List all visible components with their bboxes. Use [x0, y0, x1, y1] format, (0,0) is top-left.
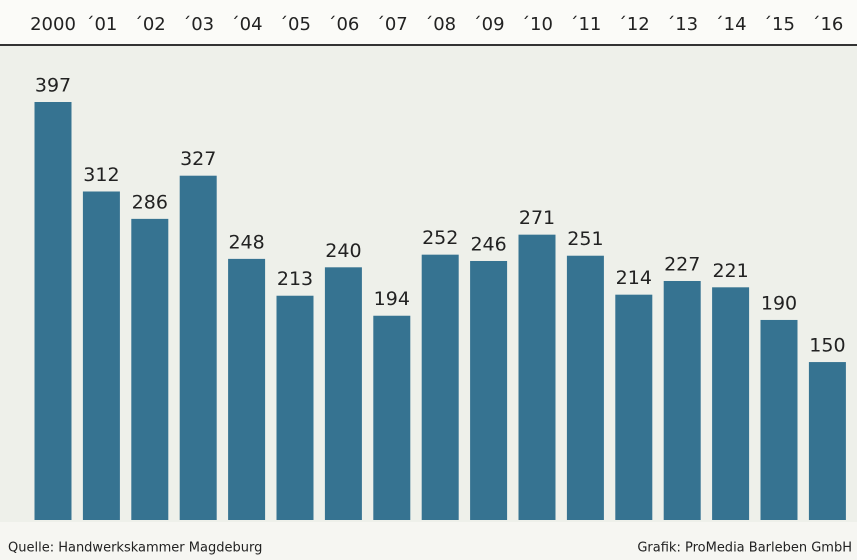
value-label: 271: [519, 207, 555, 229]
bar: [470, 260, 508, 520]
category-label: ´06: [327, 14, 359, 35]
value-label: 240: [325, 240, 361, 262]
credit: Grafik: ProMedia Barleben GmbH: [637, 541, 852, 556]
header-band: [0, 0, 857, 44]
category-label: ´12: [618, 14, 650, 35]
bar: [615, 294, 653, 520]
source: Quelle: Handwerkskammer Magdeburg: [8, 541, 262, 556]
value-label: 213: [277, 268, 313, 290]
bar: [228, 258, 266, 520]
category-label: 2000: [30, 14, 76, 35]
bar: [712, 287, 750, 520]
value-label: 251: [567, 228, 603, 250]
category-label: ´02: [134, 14, 166, 35]
category-label: ´16: [811, 14, 843, 35]
bar: [421, 254, 459, 520]
value-label: 214: [616, 267, 652, 289]
category-label: ´13: [666, 14, 698, 35]
value-label: 194: [374, 288, 410, 310]
category-label: ´01: [85, 14, 117, 35]
bar: [808, 362, 846, 520]
value-label: 221: [712, 260, 748, 282]
category-label: ´08: [424, 14, 456, 35]
category-label: ´10: [521, 14, 553, 35]
bar: [518, 234, 556, 521]
value-label: 246: [470, 233, 506, 255]
category-label: ´15: [763, 14, 795, 35]
footer-band: [0, 522, 857, 560]
category-label: ´07: [376, 14, 408, 35]
value-label: 252: [422, 227, 458, 249]
bar: [760, 319, 798, 520]
bar: [131, 218, 169, 521]
category-label: ´05: [279, 14, 311, 35]
value-label: 190: [761, 292, 797, 314]
value-label: 248: [228, 231, 264, 253]
category-label: ´11: [569, 14, 601, 35]
bar: [276, 295, 314, 520]
category-label: ´14: [715, 14, 747, 35]
category-label: ´09: [473, 14, 505, 35]
bar: [82, 191, 120, 520]
value-label: 312: [83, 164, 119, 186]
value-label: 150: [809, 335, 845, 357]
value-label: 227: [664, 253, 700, 275]
category-label: ´04: [231, 14, 263, 35]
bar: [34, 102, 72, 520]
bar: [663, 280, 701, 520]
value-label: 397: [35, 75, 71, 97]
value-label: 286: [132, 191, 168, 213]
bar: [179, 175, 217, 521]
bar: [373, 315, 411, 520]
bar: [324, 267, 362, 520]
bar: [566, 255, 604, 521]
value-label: 327: [180, 148, 216, 170]
category-label: ´03: [182, 14, 214, 35]
